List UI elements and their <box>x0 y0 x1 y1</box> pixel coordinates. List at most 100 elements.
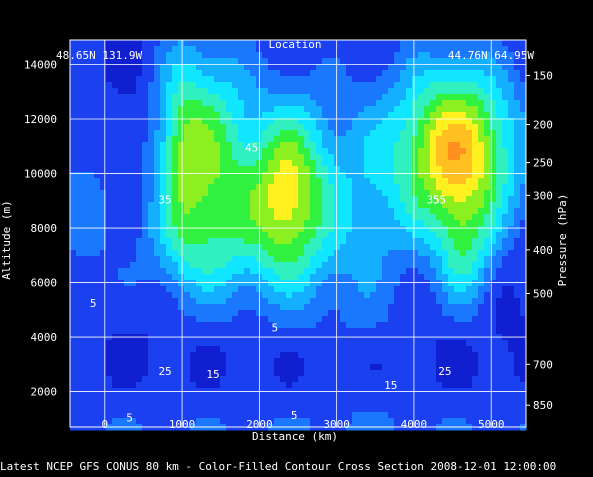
heat-cell <box>340 310 347 317</box>
heat-cell <box>400 148 407 155</box>
heat-cell <box>454 364 461 371</box>
heat-cell <box>178 280 185 287</box>
heat-cell <box>394 52 401 59</box>
heat-cell <box>388 346 395 353</box>
heat-cell <box>310 256 317 263</box>
heat-cell <box>376 352 383 359</box>
heat-cell <box>316 166 323 173</box>
heat-cell <box>520 418 527 425</box>
heat-cell <box>100 232 107 239</box>
heat-cell <box>502 364 509 371</box>
heat-cell <box>346 148 353 155</box>
heat-cell <box>514 340 521 347</box>
heat-cell <box>496 418 503 425</box>
heat-cell <box>430 406 437 413</box>
heat-cell <box>94 40 101 47</box>
heat-cell <box>328 46 335 53</box>
heat-cell <box>502 148 509 155</box>
heat-cell <box>298 298 305 305</box>
heat-cell <box>118 256 125 263</box>
heat-cell <box>220 274 227 281</box>
heat-cell <box>118 232 125 239</box>
heat-cell <box>304 76 311 83</box>
heat-cell <box>154 214 161 221</box>
heat-cell <box>88 250 95 257</box>
heat-cell <box>112 352 119 359</box>
heat-cell <box>106 316 113 323</box>
heat-cell <box>352 346 359 353</box>
heat-cell <box>478 178 485 185</box>
heat-cell <box>76 106 83 113</box>
heat-cell <box>202 412 209 419</box>
heat-cell <box>160 316 167 323</box>
heat-cell <box>316 142 323 149</box>
heat-cell <box>442 340 449 347</box>
heat-cell <box>286 400 293 407</box>
heat-cell <box>400 250 407 257</box>
heat-cell <box>154 82 161 89</box>
heat-cell <box>112 118 119 125</box>
heat-cell <box>244 406 251 413</box>
heat-cell <box>124 394 131 401</box>
heat-cell <box>382 346 389 353</box>
heat-cell <box>430 292 437 299</box>
heat-cell <box>148 238 155 245</box>
heat-cell <box>430 382 437 389</box>
heat-cell <box>274 286 281 293</box>
heat-cell <box>208 322 215 329</box>
heat-cell <box>154 106 161 113</box>
heat-cell <box>160 46 167 53</box>
heat-cell <box>202 400 209 407</box>
heat-cell <box>454 268 461 275</box>
heat-cell <box>484 328 491 335</box>
heat-cell <box>262 220 269 227</box>
heat-cell <box>466 106 473 113</box>
heat-cell <box>190 88 197 95</box>
heat-cell <box>412 106 419 113</box>
heat-cell <box>202 76 209 83</box>
heat-cell <box>520 226 527 233</box>
heat-cell <box>118 154 125 161</box>
heat-cell <box>442 358 449 365</box>
heat-cell <box>274 250 281 257</box>
heat-cell <box>298 214 305 221</box>
heat-cell <box>118 274 125 281</box>
heat-cell <box>310 250 317 257</box>
heat-cell <box>190 124 197 131</box>
heat-cell <box>262 160 269 167</box>
heat-cell <box>250 346 257 353</box>
heat-cell <box>442 220 449 227</box>
heat-cell <box>82 226 89 233</box>
heat-cell <box>196 160 203 167</box>
heat-cell <box>262 358 269 365</box>
heat-cell <box>388 82 395 89</box>
heat-cell <box>502 88 509 95</box>
heat-cell <box>436 298 443 305</box>
heat-cell <box>418 346 425 353</box>
heat-cell <box>310 94 317 101</box>
heat-cell <box>208 94 215 101</box>
heat-cell <box>346 106 353 113</box>
heat-cell <box>214 208 221 215</box>
heat-cell <box>112 304 119 311</box>
heat-cell <box>94 328 101 335</box>
heat-cell <box>106 118 113 125</box>
heat-cell <box>196 148 203 155</box>
heat-cell <box>184 124 191 131</box>
heat-cell <box>442 412 449 419</box>
heat-cell <box>394 346 401 353</box>
heat-cell <box>268 208 275 215</box>
heat-cell <box>436 190 443 197</box>
heat-cell <box>424 160 431 167</box>
heat-cell <box>238 88 245 95</box>
heat-cell <box>454 328 461 335</box>
heat-cell <box>94 418 101 425</box>
heat-cell <box>388 400 395 407</box>
heat-cell <box>94 340 101 347</box>
heat-cell <box>172 340 179 347</box>
heat-cell <box>88 112 95 119</box>
heat-cell <box>454 202 461 209</box>
heat-cell <box>214 100 221 107</box>
heat-cell <box>322 358 329 365</box>
heat-cell <box>352 298 359 305</box>
